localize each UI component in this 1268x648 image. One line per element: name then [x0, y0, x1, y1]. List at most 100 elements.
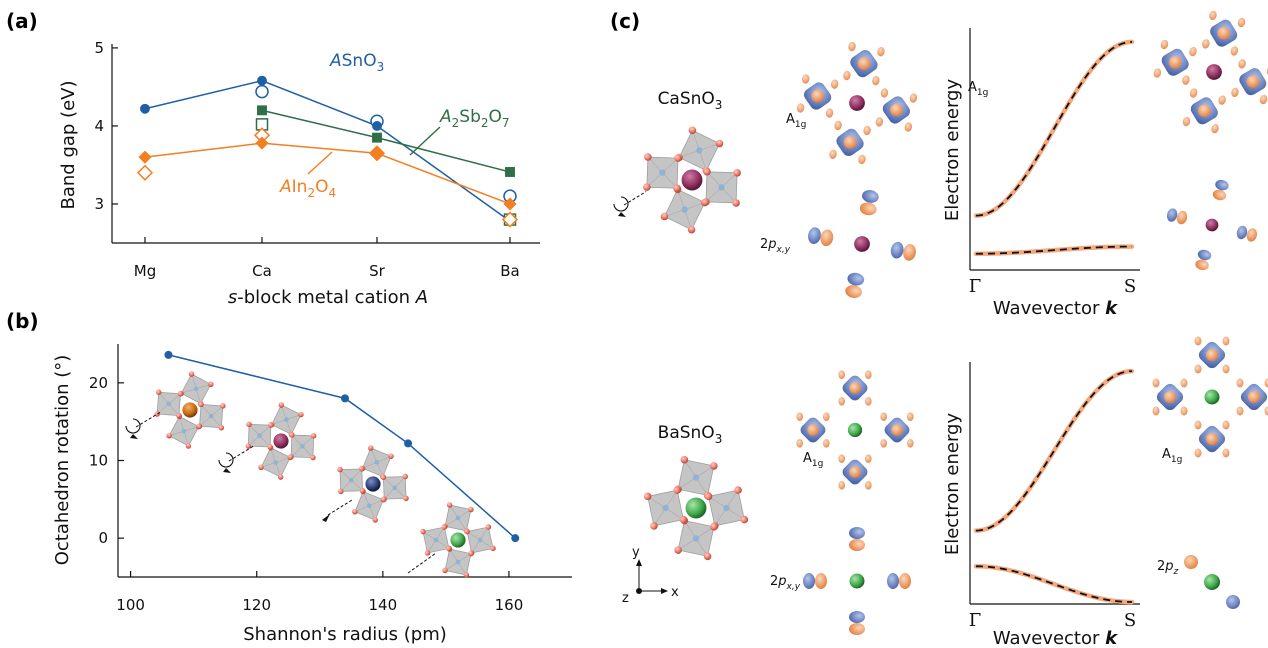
- orbital-lobe-a1g: [1210, 19, 1238, 47]
- octahedron-rotation-chart: 0 10 20 100 120 140 160 Octahedron rotation (°…: [52, 344, 572, 645]
- y-tick-label-a: 5: [94, 39, 104, 57]
- orbital-lobe-a1g: [882, 96, 911, 124]
- x-tick-label-a: Sr: [369, 262, 386, 280]
- rotation-axis-sr: [327, 499, 353, 516]
- data-point-AIn2O4: [136, 164, 154, 181]
- orbital-lobe-a1g: [1156, 383, 1184, 411]
- x-axis-label-c-bottom: Wavevector k: [993, 628, 1118, 648]
- structure-casno3: [643, 126, 741, 234]
- x-axis-label-b: Shannon's radius (pm): [243, 624, 447, 645]
- y-tick-label-a: 4: [94, 117, 104, 135]
- orbital-lobe-a1g: [1239, 68, 1267, 96]
- band-gap-chart: 3 4 5 Mg Ca Sr Ba Band gap (eV) s-block metal …: [58, 39, 540, 308]
- series-label-asno3: ASnO3: [329, 51, 384, 74]
- data-point-ASnO3: [255, 84, 269, 99]
- y-tick-label-b: 0: [98, 529, 108, 547]
- band-plot-casno3: Electron energy Γ S Wavevector k: [942, 28, 1140, 319]
- orbital-2pxy-casno3-right: [1166, 179, 1258, 271]
- orbital-label-2pz-ba: 2pz: [1157, 559, 1179, 577]
- series-label-ain2o4: AIn2O4: [279, 177, 336, 200]
- structure-mg: [154, 371, 226, 449]
- orbital-lobe-a1g: [1198, 425, 1226, 453]
- band-plot-basno3: Electron energy Γ S Wavevector k: [942, 362, 1140, 648]
- y-tick-label-b: 10: [89, 452, 108, 470]
- data-point-A2Sb2O7: [505, 167, 515, 177]
- rotation-axis-ba: [407, 552, 437, 574]
- data-point-AIn2O4: [255, 136, 269, 150]
- structure-sr: [337, 445, 409, 523]
- orbital-a1g-basno3-right: [1152, 336, 1268, 458]
- data-point-AIn2O4: [503, 197, 517, 211]
- y-tick-label-a: 3: [94, 195, 104, 213]
- x-tick-label-a: Ba: [500, 262, 519, 280]
- orbital-a1g-casno3-right: [1153, 10, 1268, 134]
- orbital-lobe-a1g: [1198, 341, 1226, 369]
- x-tick-label-a: Mg: [134, 262, 156, 280]
- y-axis-label-c-bottom: Electron energy: [942, 413, 963, 556]
- tick-gamma-bottom: Γ: [969, 610, 982, 631]
- orbital-label-2pxy-ba: 2px,y: [770, 574, 801, 592]
- band-curve-dashed-1: [975, 565, 1133, 603]
- x-tick-label-b: 160: [495, 596, 524, 614]
- compound-label-basno3: BaSnO3: [658, 423, 723, 446]
- band-curve-dashed-0: [975, 370, 1133, 532]
- tick-s-top: S: [1124, 276, 1136, 297]
- data-point-ASnO3: [372, 120, 382, 131]
- panel-b-label: (b): [6, 309, 39, 333]
- axis-y-label: y: [632, 545, 640, 560]
- band-curve-dashed-1: [975, 245, 1133, 255]
- rotation-arrow-mg: [125, 411, 161, 439]
- tick-s-bottom: S: [1124, 610, 1136, 631]
- data-point-A2Sb2O7: [257, 105, 267, 116]
- y-tick-label-b: 20: [89, 374, 108, 392]
- y-axis-label-a: Band gap (eV): [58, 81, 79, 210]
- rotation-line: [168, 354, 516, 539]
- y-axis-label-c-top: Electron energy: [942, 79, 963, 222]
- band-curve-1: [973, 564, 1135, 605]
- data-point-AIn2O4: [501, 211, 519, 228]
- orbital-lobe-a1g: [800, 417, 826, 443]
- orbital-a1g-casno3: [796, 41, 918, 165]
- series-label-a2sb2o7: A2Sb2O7: [439, 107, 510, 130]
- data-point-ASnO3: [140, 103, 150, 114]
- orbital-2pz-basno3: [1184, 555, 1240, 609]
- orbital-2pxy-casno3: [808, 190, 916, 298]
- rotation-arrow-casno3: [613, 191, 647, 217]
- data-point-AIn2O4: [370, 146, 384, 160]
- orbital-lobe-a1g: [1240, 383, 1268, 411]
- series-line-ASnO3: [144, 79, 511, 222]
- coordinate-axes: y x z: [622, 545, 679, 606]
- orbital-label-a1g-ba: A1g: [803, 451, 823, 469]
- data-point-A2Sb2O7: [372, 132, 382, 143]
- x-tick-label-b: 140: [369, 596, 398, 614]
- structure-basno3: [643, 455, 749, 561]
- orbital-label-a1g-ca-right: A1g: [968, 80, 988, 98]
- rotation-arrow-ca: [218, 445, 254, 473]
- panel-a-label: (a): [6, 9, 38, 33]
- series-line-AIn2O4: [144, 142, 511, 205]
- band-curve-0: [973, 368, 1135, 533]
- data-point-rotation: [341, 394, 349, 403]
- x-axis-label-a: s-block metal cation A: [228, 287, 428, 308]
- orbital-lobe-a1g: [850, 49, 878, 78]
- data-point-rotation: [404, 439, 413, 448]
- x-tick-label-a: Ca: [252, 262, 272, 280]
- compound-label-casno3: CaSnO3: [658, 89, 723, 112]
- orbital-label-2pxy-ca: 2px,y: [760, 237, 791, 255]
- orbital-2pxy-basno3: [803, 527, 911, 635]
- orbital-lobe-a1g: [1190, 97, 1218, 125]
- data-point-ASnO3: [257, 75, 267, 86]
- x-tick-label-b: 120: [242, 596, 271, 614]
- data-point-AIn2O4: [138, 150, 152, 164]
- orbital-label-a1g-ca: A1g: [786, 112, 806, 130]
- data-point-rotation: [511, 534, 520, 543]
- band-curve-dashed-0: [975, 41, 1133, 217]
- tick-gamma-top: Γ: [969, 276, 982, 297]
- data-point-rotation: [164, 350, 173, 359]
- structure-ba: [420, 502, 496, 578]
- orbital-lobe-a1g: [803, 82, 832, 110]
- orbital-lobe-a1g: [884, 417, 910, 443]
- orbital-lobe-a1g: [842, 459, 868, 485]
- axis-x-label: x: [671, 585, 679, 600]
